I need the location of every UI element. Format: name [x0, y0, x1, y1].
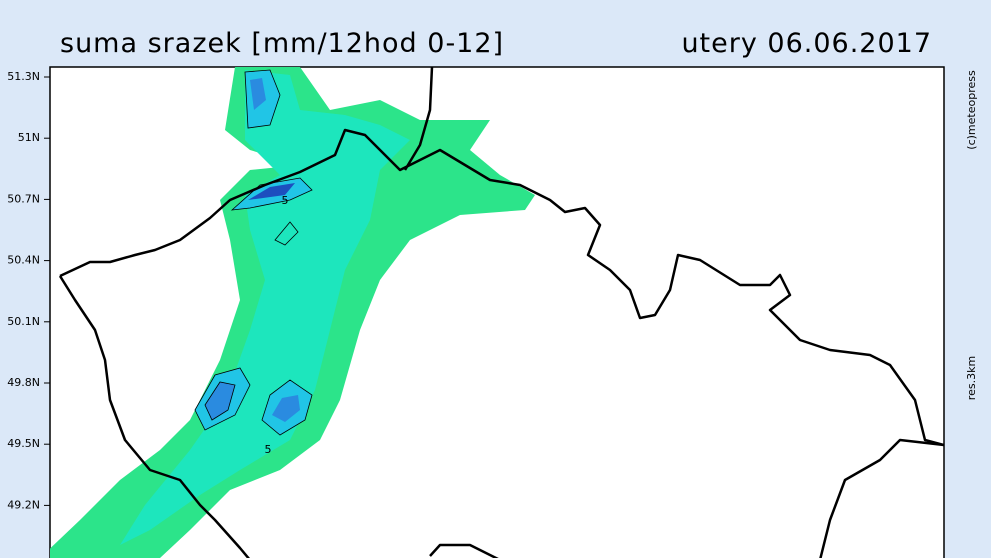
rain-core — [204, 381, 236, 421]
latitude-label: 49.2N — [7, 498, 40, 511]
map-panel — [49, 66, 945, 558]
rain-contour — [274, 221, 299, 246]
rain-core — [250, 78, 266, 110]
contour-label: 5 — [265, 443, 272, 456]
border-line — [58, 275, 250, 558]
precipitation-field — [50, 67, 535, 558]
latitude-label: 49.5N — [7, 437, 40, 450]
side-label: res.3km — [965, 356, 978, 400]
contour-label: 5 — [282, 194, 289, 207]
map-date: utery 06.06.2017 — [681, 28, 932, 59]
latitude-label: 51N — [18, 131, 40, 144]
rain-core — [248, 183, 295, 200]
border-line — [59, 128, 944, 447]
country-border — [58, 67, 944, 558]
latitude-label: 50.1N — [7, 315, 40, 328]
map-title: suma srazek [mm/12hod 0-12] — [60, 28, 504, 59]
rain-area-medium — [120, 70, 410, 545]
rain-core — [272, 395, 300, 422]
latitude-label: 51.3N — [7, 70, 40, 83]
latitude-label: 50.7N — [7, 192, 40, 205]
latitude-label: 49.8N — [7, 376, 40, 389]
side-label: (c)meteopress — [965, 70, 978, 150]
border-line — [819, 438, 944, 558]
latitude-label: 50.4N — [7, 254, 40, 267]
border-line — [403, 67, 434, 171]
border-line — [429, 543, 499, 558]
